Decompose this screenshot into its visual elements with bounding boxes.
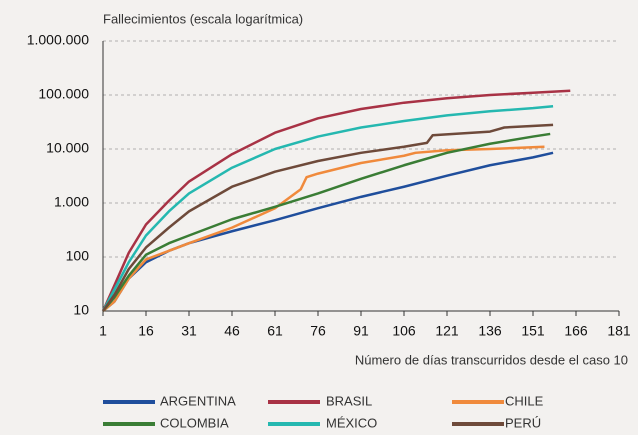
y-axis-label: Fallecimientos (escala logarítmica)	[103, 11, 303, 26]
legend-label: ARGENTINA	[160, 393, 236, 408]
series-line	[102, 145, 545, 312]
y-tick-label: 10	[73, 302, 89, 318]
y-tick-label: 100	[66, 248, 90, 264]
y-tick-label: 1.000.000	[27, 32, 89, 48]
x-tick-label: 31	[181, 323, 197, 339]
x-axis-label: Número de días transcurridos desde el ca…	[355, 352, 628, 367]
legend-label: PERÚ	[505, 415, 541, 430]
legend-label: COLOMBIA	[160, 415, 229, 430]
x-tick-label: 151	[521, 323, 545, 339]
series-line	[102, 132, 551, 312]
y-tick-label: 100.000	[38, 86, 89, 102]
y-tick-label: 1.000	[54, 194, 89, 210]
x-tick-label: 46	[224, 323, 240, 339]
series-line	[101, 89, 571, 312]
legend-label: BRASIL	[326, 393, 372, 408]
x-tick-label: 136	[478, 323, 502, 339]
x-tick-label: 91	[353, 323, 369, 339]
x-tick-label: 76	[310, 323, 326, 339]
legend-label: MÉXICO	[326, 415, 377, 430]
x-tick-label: 166	[564, 323, 588, 339]
series-line	[101, 123, 554, 312]
legend-label: CHILE	[505, 393, 544, 408]
series-line	[101, 104, 554, 312]
x-tick-label: 181	[607, 323, 631, 339]
x-tick-label: 61	[267, 323, 283, 339]
x-tick-label: 121	[435, 323, 459, 339]
x-tick-label: 1	[99, 323, 107, 339]
x-tick-label: 106	[392, 323, 416, 339]
x-tick-label: 16	[138, 323, 154, 339]
y-tick-label: 10.000	[46, 140, 89, 156]
